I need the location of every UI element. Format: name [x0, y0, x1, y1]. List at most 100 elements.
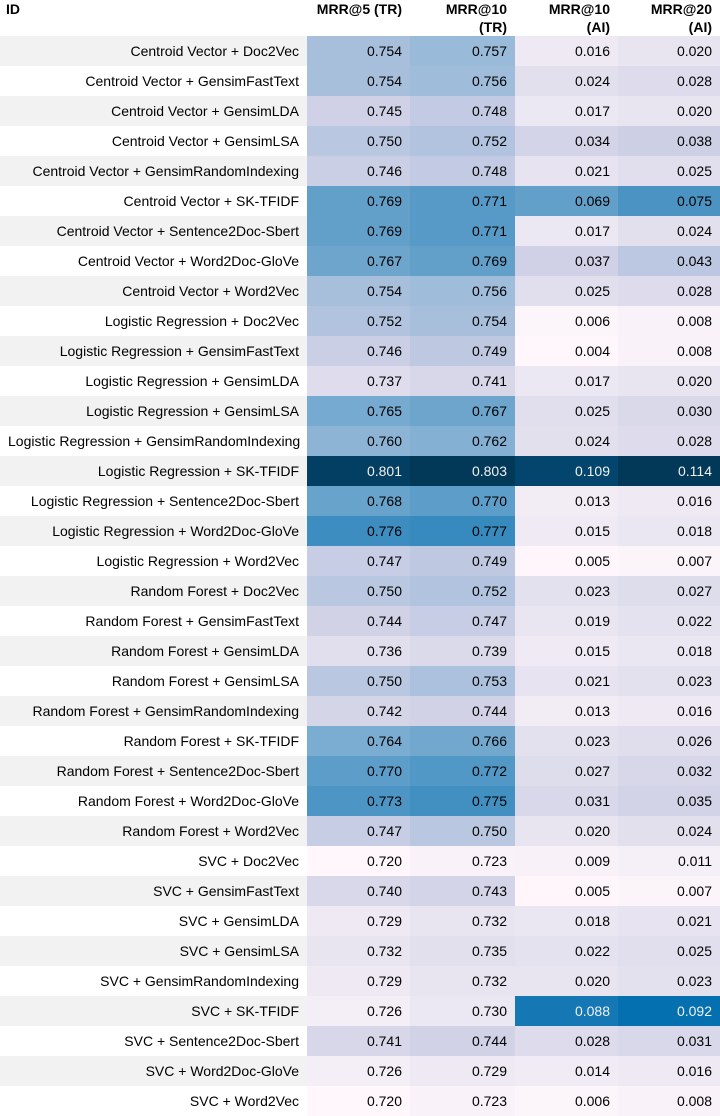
table-row: Logistic Regression + GensimFastText 0.74… — [0, 336, 720, 366]
table-row: Centroid Vector + Word2Doc-GloVe 0.767 0.7… — [0, 246, 720, 276]
table-row: Random Forest + Doc2Vec 0.750 0.752 0.023 0.… — [0, 576, 720, 606]
value-cell-mrr20-ai: 0.035 — [618, 786, 720, 816]
table-row: SVC + GensimLDA 0.729 0.732 0.018 0.021 — [0, 906, 720, 936]
value-cell-mrr20-ai: 0.114 — [618, 456, 720, 486]
value-cell-mrr20-ai: 0.024 — [618, 816, 720, 846]
value-cell-mrr10-ai: 0.006 — [515, 306, 618, 336]
row-id-cell: Random Forest + Word2Doc-GloVe — [0, 786, 307, 816]
table-row: Random Forest + Sentence2Doc-Sbert 0.770 0… — [0, 756, 720, 786]
row-id-cell: Logistic Regression + Sentence2Doc-Sbert — [0, 486, 307, 516]
value-cell-mrr10-tr: 0.775 — [410, 786, 515, 816]
table-row: SVC + Doc2Vec 0.720 0.723 0.009 0.011 — [0, 846, 720, 876]
value-cell-mrr10-tr: 0.753 — [410, 666, 515, 696]
value-cell-mrr10-ai: 0.021 — [515, 666, 618, 696]
value-cell-mrr20-ai: 0.020 — [618, 96, 720, 126]
value-cell-mrr10-tr: 0.750 — [410, 816, 515, 846]
value-cell-mrr10-tr: 0.769 — [410, 246, 515, 276]
column-header-mrr10-ai: MRR@10 (AI) — [515, 0, 618, 36]
value-cell-mrr10-tr: 0.747 — [410, 606, 515, 636]
table-row: Logistic Regression + Sentence2Doc-Sbert… — [0, 486, 720, 516]
value-cell-mrr10-tr: 0.752 — [410, 576, 515, 606]
row-id-cell: Random Forest + Doc2Vec — [0, 576, 307, 606]
value-cell-mrr20-ai: 0.011 — [618, 846, 720, 876]
row-id-cell: Random Forest + GensimLSA — [0, 666, 307, 696]
table-row: SVC + Word2Vec 0.720 0.723 0.006 0.008 — [0, 1086, 720, 1116]
value-cell-mrr10-ai: 0.018 — [515, 906, 618, 936]
column-header-id: ID — [0, 0, 307, 36]
value-cell-mrr5-tr: 0.750 — [307, 126, 410, 156]
value-cell-mrr10-ai: 0.025 — [515, 276, 618, 306]
table-row: Random Forest + GensimRandomIndexing 0.74… — [0, 696, 720, 726]
value-cell-mrr20-ai: 0.038 — [618, 126, 720, 156]
value-cell-mrr10-tr: 0.748 — [410, 96, 515, 126]
value-cell-mrr10-tr: 0.730 — [410, 996, 515, 1026]
table-row: Random Forest + SK-TFIDF 0.764 0.766 0.023 0… — [0, 726, 720, 756]
row-id-cell: Random Forest + SK-TFIDF — [0, 726, 307, 756]
value-cell-mrr5-tr: 0.741 — [307, 1026, 410, 1056]
table-row: Centroid Vector + Sentence2Doc-Sbert 0.76… — [0, 216, 720, 246]
table-row: Logistic Regression + Word2Doc-GloVe 0.77… — [0, 516, 720, 546]
value-cell-mrr10-ai: 0.017 — [515, 216, 618, 246]
table-row: Random Forest + Word2Vec 0.747 0.750 0.020 0… — [0, 816, 720, 846]
row-id-cell: Random Forest + Word2Vec — [0, 816, 307, 846]
row-id-cell: Centroid Vector + GensimLDA — [0, 96, 307, 126]
table-row: Logistic Regression + GensimLSA 0.765 0.76… — [0, 396, 720, 426]
table-row: Centroid Vector + SK-TFIDF 0.769 0.771 0.06… — [0, 186, 720, 216]
value-cell-mrr5-tr: 0.768 — [307, 486, 410, 516]
row-id-cell: Logistic Regression + GensimFastText — [0, 336, 307, 366]
table-row: SVC + GensimLSA 0.732 0.735 0.022 0.025 — [0, 936, 720, 966]
value-cell-mrr10-tr: 0.723 — [410, 1086, 515, 1116]
value-cell-mrr5-tr: 0.742 — [307, 696, 410, 726]
table-row: Random Forest + GensimLSA 0.750 0.753 0.021… — [0, 666, 720, 696]
value-cell-mrr10-tr: 0.771 — [410, 186, 515, 216]
value-cell-mrr10-ai: 0.031 — [515, 786, 618, 816]
row-id-cell: SVC + Word2Doc-GloVe — [0, 1056, 307, 1086]
value-cell-mrr5-tr: 0.744 — [307, 606, 410, 636]
value-cell-mrr10-ai: 0.014 — [515, 1056, 618, 1086]
value-cell-mrr5-tr: 0.754 — [307, 276, 410, 306]
table-row: Logistic Regression + Doc2Vec 0.752 0.754 0… — [0, 306, 720, 336]
value-cell-mrr5-tr: 0.745 — [307, 96, 410, 126]
table-body: Centroid Vector + Doc2Vec 0.754 0.757 0.016… — [0, 36, 720, 1116]
table-row: Centroid Vector + GensimRandomIndexing 0.… — [0, 156, 720, 186]
value-cell-mrr10-ai: 0.023 — [515, 726, 618, 756]
value-cell-mrr20-ai: 0.018 — [618, 636, 720, 666]
row-id-cell: Logistic Regression + GensimLDA — [0, 366, 307, 396]
value-cell-mrr10-tr: 0.754 — [410, 306, 515, 336]
header-row: ID MRR@5 (TR) MRR@10 (TR) MRR@10 (AI) MR… — [0, 0, 720, 36]
value-cell-mrr10-tr: 0.772 — [410, 756, 515, 786]
value-cell-mrr5-tr: 0.769 — [307, 186, 410, 216]
table-row: Centroid Vector + Doc2Vec 0.754 0.757 0.016… — [0, 36, 720, 66]
table-row: Logistic Regression + GensimLDA 0.737 0.74… — [0, 366, 720, 396]
value-cell-mrr10-ai: 0.015 — [515, 636, 618, 666]
table-row: Centroid Vector + GensimLDA 0.745 0.748 0.0… — [0, 96, 720, 126]
value-cell-mrr5-tr: 0.770 — [307, 756, 410, 786]
row-id-cell: Logistic Regression + Word2Vec — [0, 546, 307, 576]
value-cell-mrr5-tr: 0.776 — [307, 516, 410, 546]
value-cell-mrr5-tr: 0.746 — [307, 336, 410, 366]
value-cell-mrr20-ai: 0.043 — [618, 246, 720, 276]
row-id-cell: Centroid Vector + GensimFastText — [0, 66, 307, 96]
value-cell-mrr10-tr: 0.732 — [410, 966, 515, 996]
value-cell-mrr20-ai: 0.022 — [618, 606, 720, 636]
table-row: Centroid Vector + GensimLSA 0.750 0.752 0.0… — [0, 126, 720, 156]
value-cell-mrr5-tr: 0.754 — [307, 36, 410, 66]
value-cell-mrr5-tr: 0.747 — [307, 816, 410, 846]
value-cell-mrr5-tr: 0.736 — [307, 636, 410, 666]
value-cell-mrr20-ai: 0.023 — [618, 966, 720, 996]
value-cell-mrr20-ai: 0.031 — [618, 1026, 720, 1056]
value-cell-mrr20-ai: 0.075 — [618, 186, 720, 216]
value-cell-mrr10-tr: 0.749 — [410, 546, 515, 576]
value-cell-mrr10-tr: 0.766 — [410, 726, 515, 756]
row-id-cell: SVC + Word2Vec — [0, 1086, 307, 1116]
value-cell-mrr10-ai: 0.022 — [515, 936, 618, 966]
value-cell-mrr20-ai: 0.027 — [618, 576, 720, 606]
value-cell-mrr10-tr: 0.744 — [410, 696, 515, 726]
value-cell-mrr10-ai: 0.005 — [515, 546, 618, 576]
row-id-cell: Random Forest + GensimRandomIndexing — [0, 696, 307, 726]
value-cell-mrr10-ai: 0.069 — [515, 186, 618, 216]
value-cell-mrr5-tr: 0.752 — [307, 306, 410, 336]
value-cell-mrr20-ai: 0.018 — [618, 516, 720, 546]
value-cell-mrr5-tr: 0.720 — [307, 846, 410, 876]
value-cell-mrr10-tr: 0.767 — [410, 396, 515, 426]
